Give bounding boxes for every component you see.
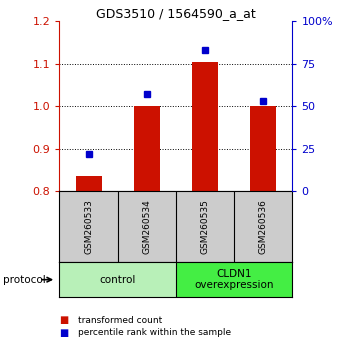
Bar [59, 262, 176, 297]
Text: CLDN1
overexpression: CLDN1 overexpression [194, 269, 274, 291]
Text: ■: ■ [59, 315, 69, 325]
Text: GSM260534: GSM260534 [142, 199, 151, 254]
Text: GSM260533: GSM260533 [84, 199, 93, 254]
Bar [250, 106, 276, 191]
Bar [176, 262, 292, 297]
Text: protocol: protocol [3, 275, 46, 285]
Title: GDS3510 / 1564590_a_at: GDS3510 / 1564590_a_at [96, 7, 256, 20]
Text: GSM260535: GSM260535 [201, 199, 209, 254]
Text: percentile rank within the sample: percentile rank within the sample [78, 328, 231, 337]
Text: control: control [100, 275, 136, 285]
Bar [192, 62, 218, 191]
Bar [75, 176, 102, 191]
Text: ■: ■ [59, 328, 69, 338]
Text: transformed count: transformed count [78, 316, 163, 325]
Bar [134, 106, 160, 191]
Text: GSM260536: GSM260536 [259, 199, 268, 254]
